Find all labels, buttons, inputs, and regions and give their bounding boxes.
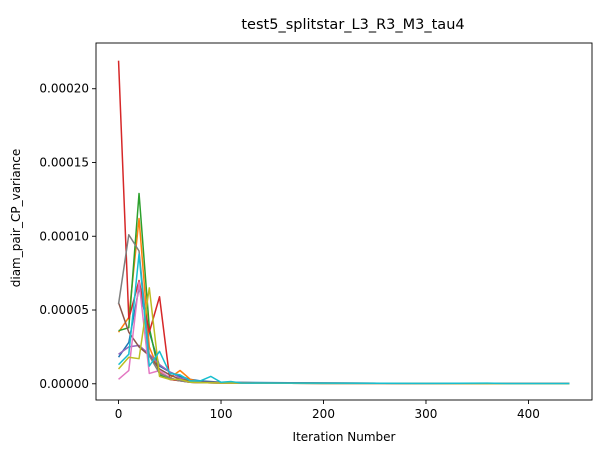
x-tick-label: 0 [115,407,123,421]
chart-title: test5_splitstar_L3_R3_M3_tau4 [241,17,464,33]
x-axis-ticks: 0 100 200 300 400 [115,400,540,421]
plot-area [95,42,593,401]
y-tick-label: 0.00020 [39,82,89,96]
x-tick-label: 400 [517,407,540,421]
y-axis-ticks: 0.00000 0.00005 0.00010 0.00015 0.00020 [39,82,96,391]
y-tick-label: 0.00000 [39,377,89,391]
x-tick-label: 200 [312,407,335,421]
series-line-10 [118,253,570,385]
y-tick-label: 0.00015 [39,155,89,169]
x-tick-label: 100 [210,407,233,421]
x-axis-label: Iteration Number [293,430,396,444]
x-tick-label: 300 [415,407,438,421]
y-tick-label: 0.00010 [39,229,89,243]
axes-frame [95,42,593,401]
series-lines [117,60,570,385]
y-axis-label: diam_pair_CP_variance [9,149,23,288]
y-tick-label: 0.00005 [39,303,89,317]
